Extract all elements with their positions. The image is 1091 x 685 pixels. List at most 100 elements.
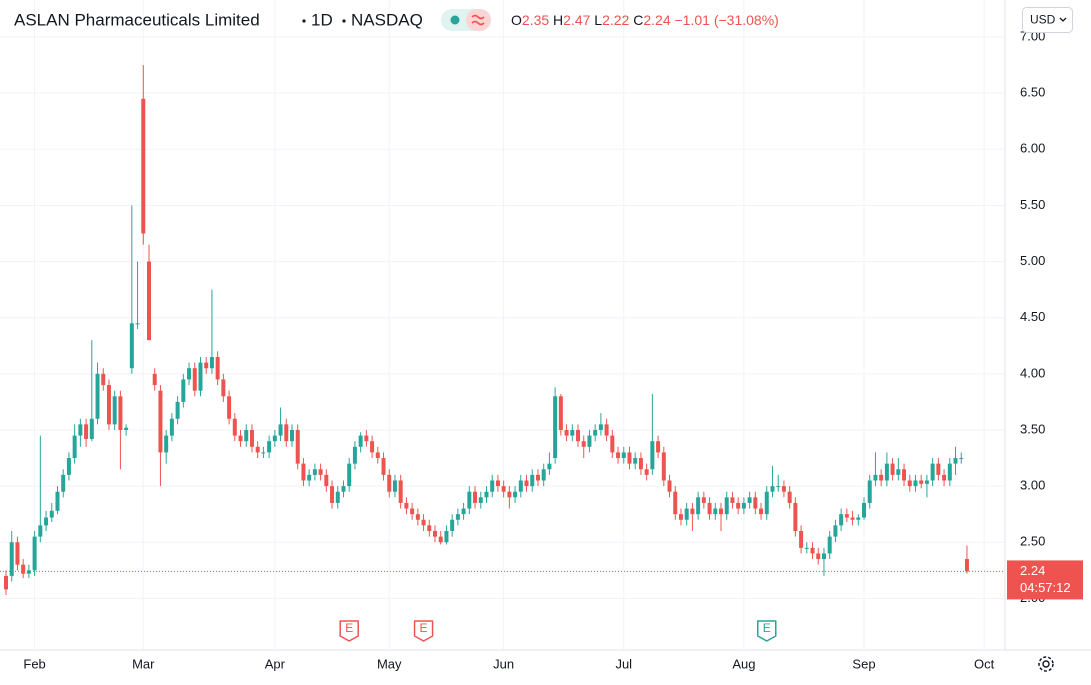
event-label: E xyxy=(763,621,771,635)
candle-body xyxy=(953,458,958,464)
candle-body xyxy=(135,323,140,325)
event-label: E xyxy=(345,621,353,635)
candle-body xyxy=(461,508,466,515)
candle-body xyxy=(924,480,929,484)
candle-body xyxy=(415,514,420,520)
candle-body xyxy=(581,441,586,447)
x-tick-label: Jul xyxy=(615,656,632,671)
candle-body xyxy=(747,497,752,503)
candle-body xyxy=(513,491,518,498)
gear-outer[interactable] xyxy=(1038,656,1054,672)
wave[interactable] xyxy=(471,14,485,26)
event-label: E xyxy=(420,621,428,635)
pill-half[interactable] xyxy=(466,9,491,31)
candle-body xyxy=(78,424,83,436)
h-label: H xyxy=(553,12,563,28)
candle-body xyxy=(312,469,317,475)
candle-body xyxy=(936,463,941,475)
candle-body xyxy=(964,559,969,572)
candle-body xyxy=(473,491,478,503)
candle-body xyxy=(690,508,695,515)
candle-body xyxy=(238,435,243,442)
candle-body xyxy=(724,497,729,515)
candle-body xyxy=(593,429,598,436)
candle-body xyxy=(873,474,878,481)
candle-body xyxy=(930,463,935,481)
currency[interactable]: USD xyxy=(1030,13,1056,27)
x-tick-label: Aug xyxy=(732,656,755,671)
candle-body xyxy=(736,502,741,509)
candle-body xyxy=(947,463,952,481)
candle-body xyxy=(324,474,329,487)
candle-body xyxy=(684,508,689,520)
candle-body xyxy=(118,396,123,430)
candle-body xyxy=(604,424,609,436)
candle-body xyxy=(650,441,655,470)
candle-body xyxy=(455,514,460,520)
candle-body xyxy=(61,474,66,492)
settings-gear[interactable] xyxy=(1038,656,1054,672)
candle-body xyxy=(781,486,786,492)
earnings-event: E xyxy=(757,620,777,642)
gear-inner[interactable] xyxy=(1042,660,1050,668)
button-frame[interactable] xyxy=(1022,7,1073,33)
candle-body xyxy=(89,418,94,439)
candles xyxy=(0,65,1005,595)
candle-body xyxy=(467,491,472,509)
candle-body xyxy=(638,458,643,470)
chevron[interactable] xyxy=(1059,17,1067,22)
separator xyxy=(342,19,346,23)
candle-body xyxy=(398,480,403,503)
interval: 1D xyxy=(311,10,333,29)
candle-body xyxy=(839,514,844,526)
c-label: C xyxy=(633,12,643,28)
indicator-toggle[interactable] xyxy=(441,9,491,31)
candle-body xyxy=(558,396,563,430)
candle-body xyxy=(204,362,209,369)
y-tick-label: 4.50 xyxy=(1020,309,1045,324)
grid xyxy=(0,0,1005,650)
currency-button[interactable]: USD xyxy=(1022,7,1073,33)
candle-body xyxy=(158,390,163,453)
candle-body xyxy=(392,480,397,492)
candle-body xyxy=(347,463,352,487)
x-tick-label: Apr xyxy=(265,656,286,671)
candle-body xyxy=(913,480,918,487)
candle-body xyxy=(719,508,724,515)
y-tick-label: 5.00 xyxy=(1020,253,1045,268)
candle-body xyxy=(621,452,626,459)
candle-body xyxy=(793,502,798,532)
candle-body xyxy=(850,517,855,520)
candle-body xyxy=(564,429,569,436)
candle-body xyxy=(804,547,809,549)
candle-body xyxy=(352,446,357,464)
change: −1.01 xyxy=(675,12,711,28)
candle-body xyxy=(661,452,666,481)
candle-body xyxy=(187,368,192,380)
x-tick-label: May xyxy=(377,656,402,671)
x-tick-label: Jun xyxy=(493,656,514,671)
candle-body xyxy=(375,452,380,459)
candle-body xyxy=(576,429,581,442)
l-value: 2.22 xyxy=(602,12,629,28)
candle-body xyxy=(776,486,781,488)
candle-body xyxy=(844,514,849,518)
candle-body xyxy=(644,469,649,475)
candle-body xyxy=(753,497,758,509)
candle-body xyxy=(673,491,678,515)
y-tick-label: 5.50 xyxy=(1020,197,1045,212)
change-pct: (−31.08%) xyxy=(714,12,779,28)
countdown: 04:57:12 xyxy=(1020,580,1071,595)
candle-body xyxy=(169,418,174,436)
earnings-event: E xyxy=(413,620,434,642)
candle-body xyxy=(787,491,792,503)
candle-body xyxy=(427,525,432,532)
candle-body xyxy=(404,502,409,509)
y-tick-label: 3.00 xyxy=(1020,478,1045,493)
dot[interactable] xyxy=(450,15,460,25)
candle-body xyxy=(381,458,386,475)
candle-body xyxy=(598,424,603,430)
candle-body xyxy=(867,480,872,503)
candle-body xyxy=(667,480,672,492)
